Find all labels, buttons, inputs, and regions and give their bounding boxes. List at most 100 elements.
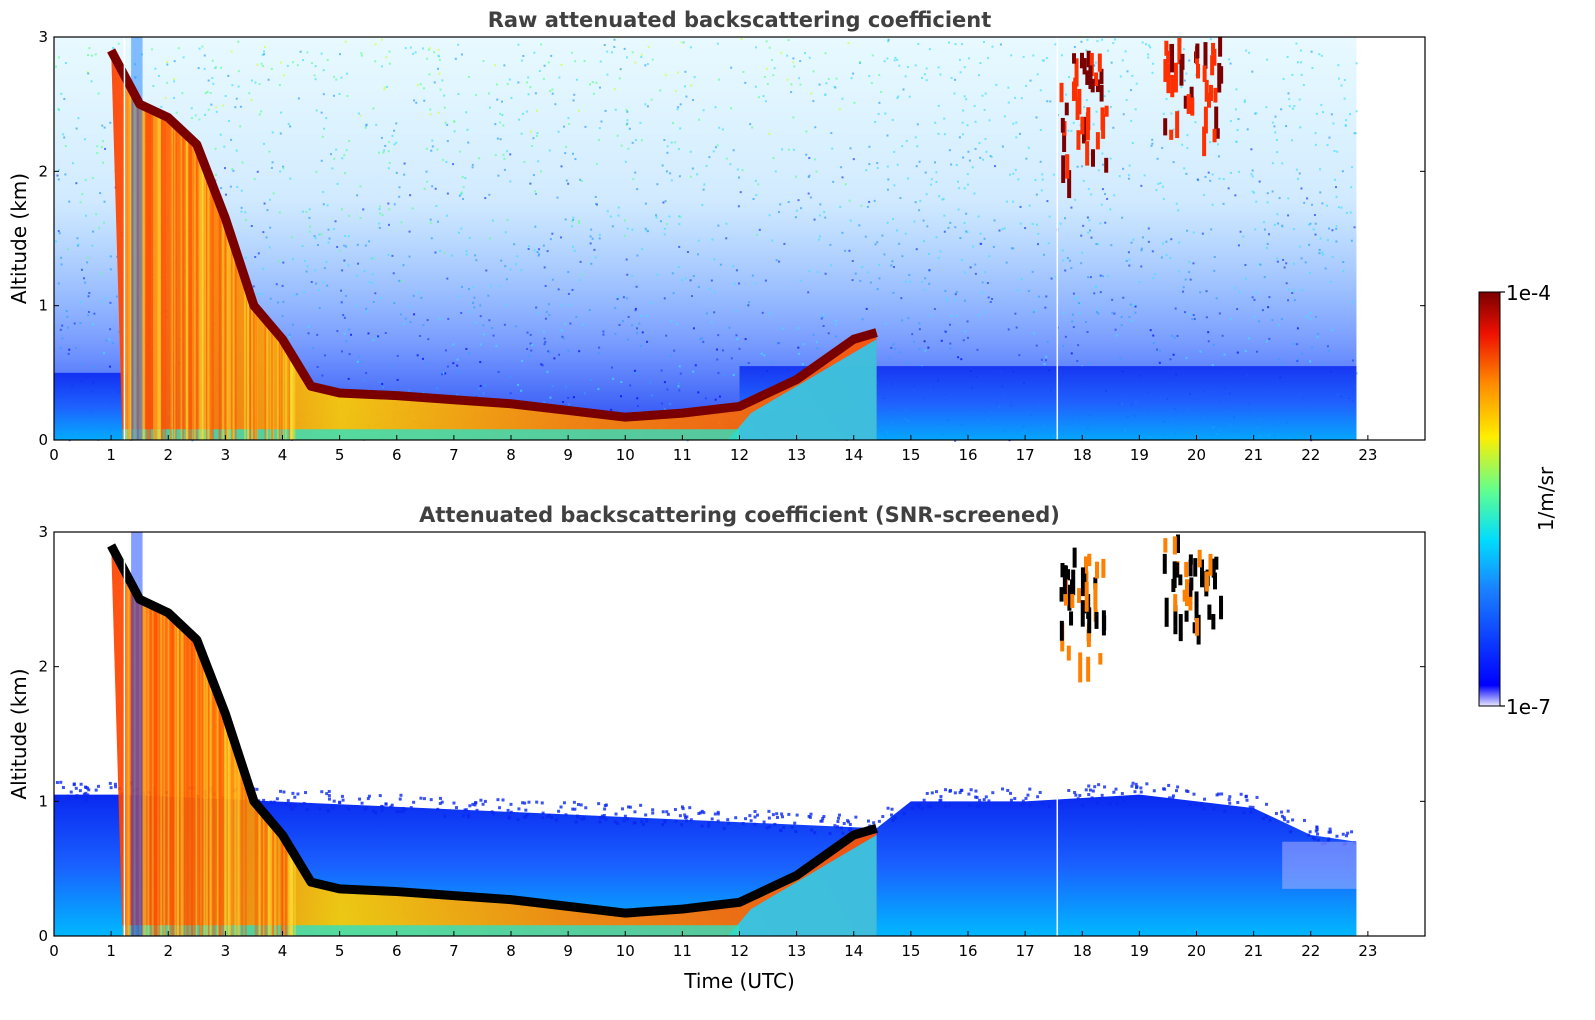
noise-speck (1134, 311, 1137, 314)
raw-backscatter-heatmap (54, 37, 1358, 442)
noise-speck (1243, 99, 1246, 102)
noise-speck (847, 41, 850, 44)
noise-speck (967, 150, 970, 153)
screened-speck (753, 815, 757, 819)
screened-speck (507, 816, 511, 820)
raw-x-axis: 0 1 2 3 4 5 6 7 8 9 10 11 12 13 14 15 16 17 18 19 20 21 22 23 (49, 435, 1377, 464)
noise-speck (257, 252, 260, 255)
noise-speck (1054, 43, 1057, 46)
noise-speck (943, 214, 946, 217)
noise-speck (714, 398, 717, 401)
cloud-1-cell (1192, 622, 1197, 634)
noise-speck (1109, 208, 1112, 211)
plume-streak (222, 209, 225, 440)
plume-streak (156, 607, 159, 936)
noise-speck (650, 394, 653, 397)
plume-streak (276, 827, 279, 936)
screened-speck (967, 792, 971, 796)
noise-speck (965, 212, 968, 215)
plume-streak (218, 696, 221, 936)
noise-speck (669, 402, 672, 405)
noise-speck (852, 72, 855, 75)
noise-speck (802, 343, 805, 346)
noise-speck (253, 178, 256, 181)
noise-speck (1242, 235, 1245, 238)
noise-speck (818, 83, 821, 86)
screened-speck (1327, 839, 1331, 843)
noise-speck (575, 78, 578, 81)
screened-speck (1134, 782, 1138, 786)
noise-speck (807, 291, 810, 294)
noise-speck (721, 128, 724, 131)
noise-speck (864, 235, 867, 238)
noise-speck (326, 204, 329, 207)
noise-speck (645, 229, 648, 232)
noise-speck (1309, 360, 1312, 363)
noise-speck (1283, 266, 1286, 269)
noise-speck (385, 56, 388, 59)
noise-speck (1171, 334, 1174, 337)
noise-speck (694, 364, 697, 367)
noise-speck (271, 131, 274, 134)
screened-speck (683, 813, 687, 817)
screened-speck (1228, 801, 1232, 805)
cloud-1-cell (1212, 48, 1217, 66)
plume-streak (290, 351, 293, 440)
noise-speck (223, 145, 226, 148)
noise-speck (1282, 258, 1285, 261)
noise-speck (1209, 179, 1212, 182)
noise-speck (460, 227, 463, 230)
plume-streak (176, 620, 179, 936)
cloud-0-cell (1078, 652, 1083, 683)
screened-speck (1171, 794, 1175, 798)
screened-speck (681, 807, 685, 811)
noise-speck (384, 331, 387, 334)
screened-speck (1289, 830, 1293, 834)
noise-speck (1298, 172, 1301, 175)
cloud-0-cell (1060, 117, 1065, 133)
noise-speck (1333, 150, 1336, 153)
cloud-0-cell (1095, 132, 1100, 150)
noise-speck (887, 178, 890, 181)
noise-speck (483, 384, 486, 387)
noise-speck (211, 59, 214, 62)
noise-speck (881, 234, 884, 237)
noise-speck (340, 350, 343, 353)
cloud-0-cell (1077, 88, 1082, 115)
noise-speck (1069, 259, 1072, 262)
noise-speck (425, 362, 428, 365)
noise-speck (961, 43, 964, 46)
screened-speck (775, 815, 779, 819)
noise-speck (314, 65, 317, 68)
noise-speck (1320, 103, 1323, 106)
cloud-0-cell (1072, 53, 1077, 64)
noise-speck (554, 103, 557, 106)
screened-speck (1311, 836, 1315, 840)
noise-speck (818, 214, 821, 217)
noise-speck (388, 62, 391, 65)
weak-signal-patch (1282, 841, 1357, 889)
plume-streak (180, 624, 183, 936)
noise-speck (598, 86, 601, 89)
noise-speck (408, 255, 411, 258)
noise-speck (456, 393, 459, 396)
noise-speck (549, 238, 552, 241)
screened-speck (982, 798, 986, 802)
noise-speck (1076, 360, 1079, 363)
noise-speck (934, 121, 937, 124)
noise-speck (1047, 242, 1050, 245)
noise-speck (1019, 132, 1022, 135)
noise-speck (1340, 206, 1343, 209)
noise-speck (954, 439, 957, 442)
screened-speck (290, 807, 294, 811)
noise-speck (1349, 113, 1352, 116)
noise-speck (429, 221, 432, 224)
noise-speck (1062, 259, 1065, 262)
noise-speck (227, 119, 230, 122)
screened-speck (473, 803, 477, 807)
screened-speck (492, 812, 496, 816)
noise-speck (348, 353, 351, 356)
noise-speck (527, 248, 530, 251)
cloud-0-cell (1104, 157, 1109, 173)
noise-speck (1314, 222, 1317, 225)
